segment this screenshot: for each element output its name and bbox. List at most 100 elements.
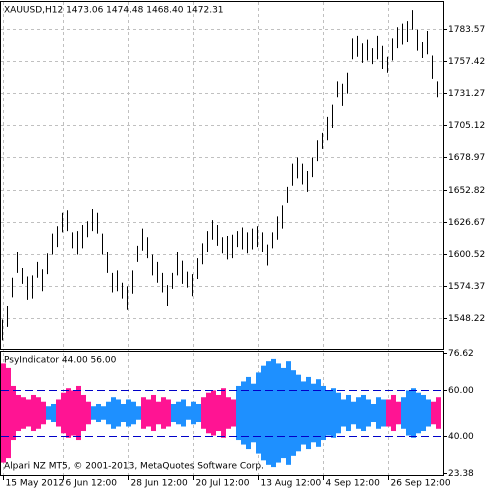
indicator-bar <box>16 394 21 432</box>
y-tick-label: 40.00 <box>448 432 474 442</box>
indicator-bar <box>431 401 436 425</box>
indicator-bar <box>306 376 311 450</box>
indicator-bar <box>361 394 366 432</box>
indicator-bar <box>86 401 91 425</box>
indicator-bar <box>101 406 106 420</box>
indicator-bar <box>81 394 86 432</box>
indicator-bar <box>66 388 71 438</box>
indicator-bar <box>336 392 341 434</box>
indicator-bar <box>106 401 111 425</box>
marks-layer <box>1 10 443 468</box>
indicator-bar <box>36 397 41 429</box>
indicator-bar <box>6 367 11 459</box>
indicator-bar <box>71 390 76 436</box>
indicator-bar <box>171 403 176 423</box>
indicator-bar <box>221 388 226 438</box>
y-tick-label: 1731.27 <box>448 89 485 99</box>
indicator-bar <box>331 388 336 438</box>
indicator-bar <box>381 399 386 427</box>
indicator-bar <box>236 385 241 441</box>
indicator-bar <box>91 406 96 420</box>
indicator-bar <box>216 394 221 432</box>
y-tick-label: 1600.52 <box>448 250 485 260</box>
indicator-bar <box>411 388 416 438</box>
y-tick-label: 1574.37 <box>448 282 485 292</box>
indicator-bar <box>56 399 61 427</box>
indicator-bar <box>396 401 401 425</box>
indicator-bar <box>281 367 286 459</box>
indicator-bar <box>31 394 36 432</box>
indicator-bar <box>371 403 376 423</box>
indicator-bar <box>196 403 201 423</box>
x-tick-label: 4 Sep 12:00 <box>326 479 381 489</box>
indicator-bar <box>286 361 291 465</box>
indicator-bar <box>326 390 331 436</box>
indicator-bar <box>436 397 441 429</box>
indicator-bar <box>251 383 256 443</box>
indicator-bar <box>241 381 246 445</box>
indicator-bar <box>126 399 131 427</box>
indicator-bar <box>1 363 6 463</box>
indicator-bar <box>321 385 326 441</box>
price-frame <box>0 1 444 350</box>
indicator-bar <box>266 361 271 465</box>
indicator-bar <box>211 390 216 436</box>
indicator-bar <box>421 394 426 432</box>
indicator-bar <box>261 365 266 461</box>
footer: Alpari NZ MT5, © 2001-2013, MetaQuotes S… <box>4 462 264 472</box>
price-title: XAUUSD,H12 1473.06 1474.48 1468.40 1472.… <box>4 6 224 16</box>
indicator-bar <box>111 397 116 429</box>
indicator-bar <box>341 399 346 427</box>
y-tick-label: 1626.67 <box>448 218 485 228</box>
indicator-bar <box>426 399 431 427</box>
indicator-bar <box>346 394 351 432</box>
indicator-bar <box>376 397 381 429</box>
indicator-bar <box>186 406 191 420</box>
indicator-bar <box>121 403 126 423</box>
y-tick-label: 1783.57 <box>448 25 485 35</box>
x-tick-label: 6 Jun 12:00 <box>66 479 118 489</box>
indicator-bar <box>256 372 261 454</box>
indicator-bar <box>226 397 231 429</box>
indicator-bar <box>391 394 396 432</box>
indicator-title: PsyIndicator 44.00 56.00 <box>4 356 117 366</box>
indicator-bar <box>246 376 251 450</box>
y-tick-label: 60.00 <box>448 386 474 396</box>
indicator-bar <box>26 399 31 427</box>
indicator-bar <box>46 406 51 420</box>
indicator-bar <box>181 399 186 427</box>
y-tick-label: 1705.12 <box>448 121 485 131</box>
indicator-bar <box>116 399 121 427</box>
y-tick-label: 1652.82 <box>448 186 485 196</box>
y-tick-label: 76.62 <box>448 349 474 359</box>
indicator-bar <box>166 399 171 427</box>
indicator-bar <box>206 392 211 434</box>
indicator-bar <box>311 383 316 443</box>
indicator-bar <box>151 394 156 432</box>
indicator-bar <box>351 401 356 425</box>
x-tick-label: 20 Jul 12:00 <box>196 479 250 489</box>
indicator-bar <box>21 397 26 429</box>
indicator-bar <box>11 385 16 441</box>
indicator-bar <box>401 397 406 429</box>
indicator-bar <box>296 374 301 452</box>
indicator-bar <box>416 392 421 434</box>
indicator-bar <box>366 399 371 427</box>
indicator-bar <box>386 399 391 427</box>
y-tick-label: 1678.97 <box>448 153 485 163</box>
y-tick-label: 1548.22 <box>448 314 485 324</box>
indicator-bar <box>51 403 56 423</box>
indicator-bar <box>156 401 161 425</box>
indicator-bar <box>41 401 46 425</box>
indicator-bar <box>141 397 146 429</box>
y-tick-label: 23.38 <box>448 469 474 479</box>
x-tick-label: 26 Sep 12:00 <box>391 479 451 489</box>
indicator-bar <box>356 397 361 429</box>
indicator-bar <box>406 390 411 436</box>
indicator-bar <box>291 370 296 456</box>
indicator-bar <box>201 397 206 429</box>
indicator-bar <box>146 399 151 427</box>
indicator-bar <box>271 358 276 468</box>
indicator-bar <box>316 379 321 447</box>
